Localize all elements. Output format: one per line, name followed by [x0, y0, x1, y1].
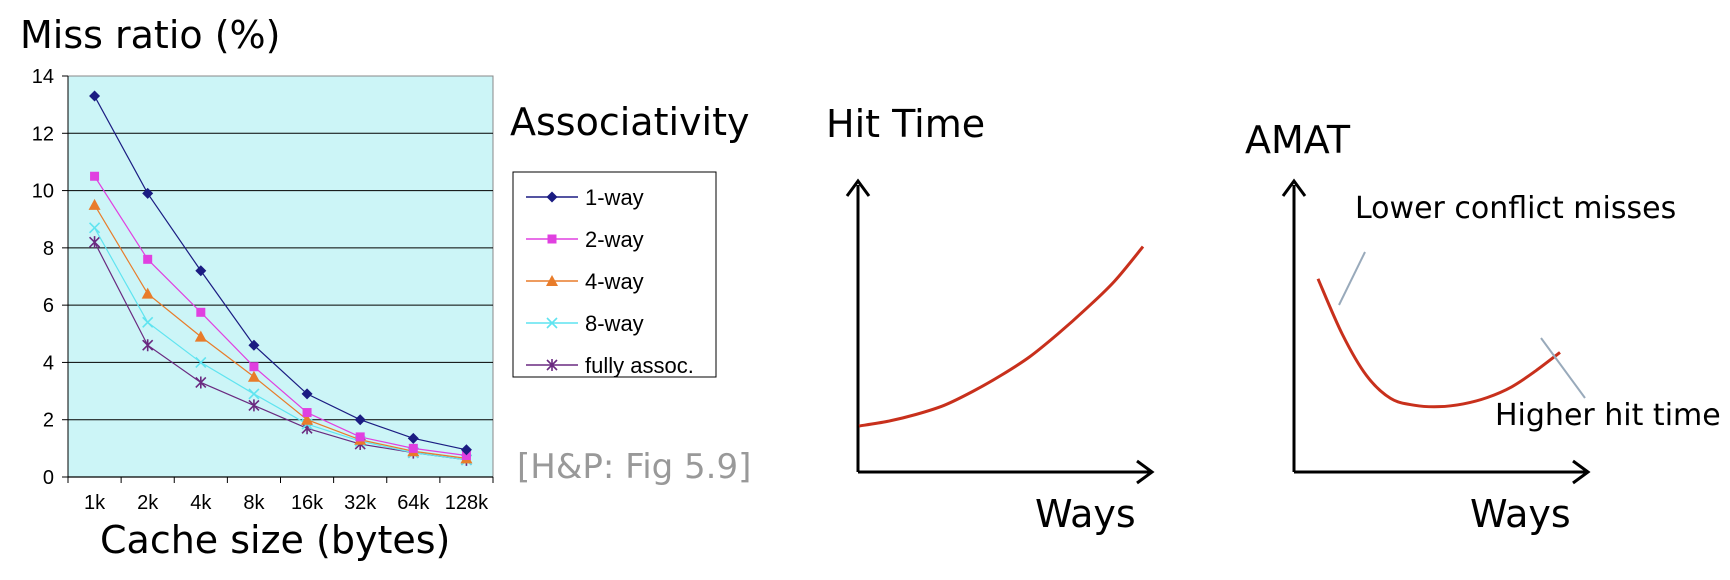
legend-label: 2-way [585, 227, 644, 252]
amat-x-label: Ways [1470, 492, 1571, 536]
series-4-way [88, 198, 473, 464]
legend-title: Associativity [510, 100, 749, 144]
data-point [88, 222, 101, 234]
data-point [301, 413, 314, 425]
y-tick-label: 4 [43, 352, 54, 374]
hit-time-curve [858, 245, 1145, 428]
amat-x-arrowhead [1572, 459, 1591, 485]
hit-time-x-label: Ways [1035, 492, 1136, 536]
legend-marker [546, 359, 558, 371]
data-point [143, 254, 153, 264]
x-tick-label: 128k [445, 492, 489, 514]
data-point [248, 399, 260, 412]
legend-label: 1-way [585, 185, 644, 210]
legend-label: 8-way [585, 311, 644, 336]
x-tick-label: 8k [243, 492, 265, 514]
amat-curve [1316, 278, 1561, 409]
data-point [195, 265, 207, 277]
series-1-way [89, 90, 472, 456]
series-line [94, 175, 467, 457]
data-point [302, 408, 312, 418]
data-point [195, 356, 207, 368]
data-point [461, 451, 471, 461]
data-point [460, 444, 472, 456]
x-tick-label: 2k [137, 492, 159, 514]
legend-marker [546, 191, 558, 203]
y-tick-label: 14 [32, 66, 54, 88]
data-point [355, 432, 365, 442]
amat-chart: AMAT Lower conflict misses Higher hit ti… [1245, 118, 1721, 536]
series-layer [88, 90, 473, 466]
data-point [142, 339, 154, 352]
legend-label: fully assoc. [585, 353, 694, 378]
hit-time-y-arrowhead [845, 178, 871, 197]
amat-y-arrowhead [1281, 178, 1307, 197]
x-tick-label: 4k [190, 492, 212, 514]
y-tick-label: 8 [43, 238, 54, 260]
hit-time-y-label: Hit Time [826, 102, 985, 146]
x-axis-title: Cache size (bytes) [100, 518, 450, 562]
series-line [94, 204, 467, 459]
data-point [249, 362, 259, 372]
x-tick-label: 64k [397, 492, 430, 514]
legend-item-2-way: 2-way [526, 227, 644, 252]
y-tick-label: 2 [43, 410, 54, 432]
data-point [301, 388, 313, 400]
y-tick-labels: 0 2 4 6 8 10 12 14 [32, 66, 69, 489]
data-point [248, 339, 260, 351]
data-point [196, 307, 206, 317]
data-point [247, 370, 260, 382]
legend: 1-way 2-way 4-way 8-way fully assoc. [526, 185, 694, 378]
figure-citation: [H&P: Fig 5.9] [517, 447, 751, 487]
data-point [354, 414, 366, 426]
data-point [90, 171, 100, 181]
data-point [88, 236, 101, 249]
data-point [142, 187, 154, 199]
x-tick-labels: 1k 2k 4k 8k 16k 32k 64k 128k [67, 476, 494, 514]
series-line [94, 95, 467, 451]
data-point [407, 432, 419, 444]
x-tick-label: 1k [84, 492, 106, 514]
miss-ratio-chart: Miss ratio (%) 0 2 4 6 8 10 12 14 1k 2k 4k 8k 16k 32… [20, 13, 751, 562]
data-point [248, 388, 260, 400]
data-point [89, 90, 101, 102]
annotation-higher-hit-time: Higher hit time [1495, 398, 1721, 433]
y-tick-label: 12 [32, 123, 54, 145]
hit-time-chart: Hit Time Ways [826, 102, 1155, 536]
data-point [408, 443, 418, 453]
data-point [142, 316, 154, 328]
legend-item-8-way: 8-way [526, 311, 644, 336]
legend-item-1-way: 1-way [526, 185, 644, 210]
data-point [88, 198, 101, 210]
data-point [141, 287, 154, 299]
legend-item-fully-assoc: fully assoc. [526, 353, 694, 378]
y-tick-label: 0 [43, 467, 54, 489]
legend-marker [547, 234, 557, 244]
series-line [94, 227, 467, 461]
annotation-pointer-left [1338, 251, 1366, 306]
data-point [194, 330, 207, 342]
annotation-pointer-right [1540, 337, 1586, 399]
legend-label: 4-way [585, 269, 644, 294]
y-tick-label: 6 [43, 295, 54, 317]
legend-marker [546, 317, 558, 329]
x-tick-label: 32k [344, 492, 377, 514]
legend-marker [546, 275, 558, 286]
series-2-way [90, 171, 471, 461]
y-axis-title: Miss ratio (%) [20, 13, 280, 57]
hit-time-x-arrowhead [1136, 459, 1155, 485]
plot-area [67, 75, 494, 478]
y-tick-label: 10 [32, 181, 54, 203]
data-point [195, 376, 207, 389]
legend-box [512, 171, 717, 378]
y-gridlines [68, 132, 493, 421]
annotation-lower-conflict-misses: Lower conflict misses [1355, 191, 1676, 226]
x-tick-label: 16k [291, 492, 324, 514]
amat-y-label: AMAT [1245, 118, 1351, 162]
legend-item-4-way: 4-way [526, 269, 644, 294]
